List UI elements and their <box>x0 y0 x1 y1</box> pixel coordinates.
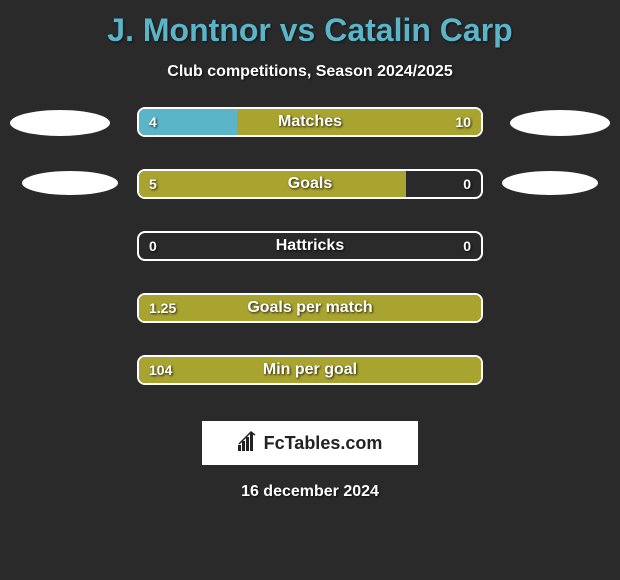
bar-segment-left <box>139 171 406 197</box>
stat-row: 410Matches <box>0 107 620 153</box>
chart-icon <box>238 431 260 456</box>
subtitle: Club competitions, Season 2024/2025 <box>0 63 620 81</box>
stat-value-right: 0 <box>463 233 471 259</box>
stat-label: Hattricks <box>139 233 481 259</box>
stat-bar: 0 0Hattricks <box>137 231 483 261</box>
stat-row: 0 0Hattricks <box>0 231 620 277</box>
stat-bar: 50Goals <box>137 169 483 199</box>
stat-row: 50Goals <box>0 169 620 215</box>
brand-label: FcTables.com <box>238 431 383 456</box>
bar-segment-left <box>139 357 481 383</box>
date-label: 16 december 2024 <box>0 483 620 501</box>
stat-bar: 104Min per goal <box>137 355 483 385</box>
stat-value-left: 0 <box>149 233 157 259</box>
stats-host: 410Matches50Goals00Hattricks1.25Goals pe… <box>0 107 620 401</box>
stat-row: 1.25Goals per match <box>0 293 620 339</box>
page-title: J. Montnor vs Catalin Carp <box>0 0 620 49</box>
root: J. Montnor vs Catalin Carp Club competit… <box>0 0 620 580</box>
bar-segment-right <box>237 109 481 135</box>
brand-text: FcTables.com <box>264 433 383 454</box>
club-badge-left <box>22 171 118 195</box>
club-badge-right <box>510 110 610 136</box>
stat-row: 104Min per goal <box>0 355 620 401</box>
bar-segment-left <box>139 295 481 321</box>
stat-value-right: 0 <box>463 171 471 197</box>
stat-bar: 410Matches <box>137 107 483 137</box>
brand-box: FcTables.com <box>202 421 418 465</box>
bar-segment-left <box>139 109 237 135</box>
stat-bar: 1.25Goals per match <box>137 293 483 323</box>
club-badge-right <box>502 171 598 195</box>
club-badge-left <box>10 110 110 136</box>
